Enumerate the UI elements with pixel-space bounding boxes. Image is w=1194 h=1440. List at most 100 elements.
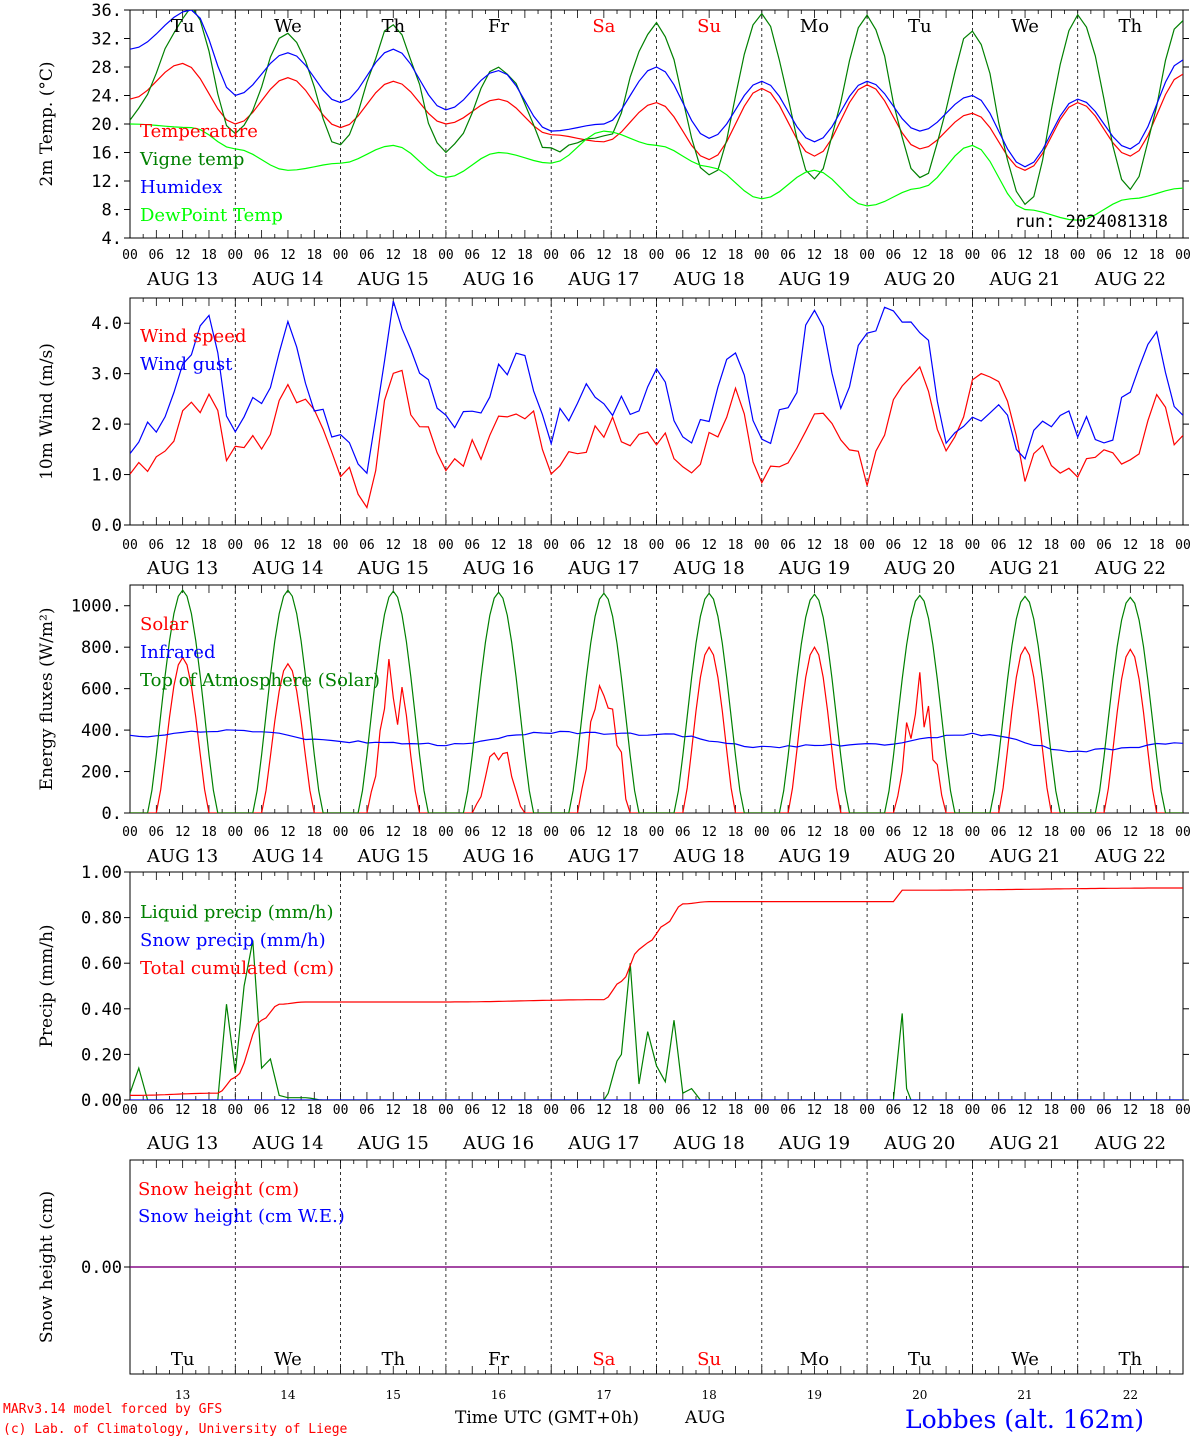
hour-label: 12	[701, 1103, 717, 1118]
hour-label: 12	[491, 1103, 507, 1118]
hour-label: 18	[1149, 1103, 1165, 1118]
energy-panel: 0. 200. 400. 600. 800. 1000. Energy fluxes (W/…	[37, 584, 1191, 867]
weekday-label: We	[1011, 1349, 1039, 1370]
hour-label: 18	[728, 825, 744, 840]
hour-label: 06	[570, 1103, 586, 1118]
hour-label: 18	[306, 248, 322, 263]
hour-label: 06	[464, 538, 480, 553]
hour-label: 18	[306, 1103, 322, 1118]
series-line-infrared	[130, 729, 1183, 753]
legend-entry: Wind gust	[140, 354, 233, 375]
date-label: AUG 18	[673, 558, 745, 579]
weekday-label: Tu	[908, 16, 932, 37]
hour-label: 00	[333, 538, 349, 553]
y-tick-label: 1.00	[81, 863, 122, 883]
hour-label: 06	[464, 248, 480, 263]
y-tick-label: 600.	[81, 680, 122, 700]
weekday-label: Tu	[908, 1349, 932, 1370]
hour-label: 18	[622, 825, 638, 840]
hour-label: 00	[1175, 248, 1191, 263]
weekday-label: We	[274, 1349, 302, 1370]
hour-label: 06	[254, 1103, 270, 1118]
date-label: AUG 21	[988, 1133, 1060, 1154]
series-line-wind-speed	[130, 365, 1183, 509]
wind-panel: 0.0 1.0 2.0 3.0 4.0 10m Wind (m/s) 00 06 12 18 AUG…	[37, 297, 1191, 579]
series-line-total-cumulated-cm-	[130, 887, 1183, 1096]
hour-label: 12	[385, 825, 401, 840]
hour-label: 00	[122, 538, 138, 553]
hour-label: 12	[912, 825, 928, 840]
hour-label: 12	[1123, 538, 1139, 553]
hour-label: 18	[517, 825, 533, 840]
hour-label: 18	[517, 538, 533, 553]
hour-label: 00	[333, 825, 349, 840]
hour-label: 00	[122, 1103, 138, 1118]
hour-label: 18	[938, 538, 954, 553]
hour-label: 00	[333, 1103, 349, 1118]
hour-label: 00	[649, 825, 665, 840]
plot-area	[130, 887, 1183, 1100]
day-number-label: 17	[596, 1388, 611, 1402]
hour-label: 00	[965, 538, 981, 553]
date-label: AUG 22	[1094, 558, 1166, 579]
hour-label: 00	[859, 538, 875, 553]
weekday-label: Th	[1119, 16, 1143, 37]
weekday-label: Th	[381, 1349, 405, 1370]
hour-label: 18	[201, 538, 217, 553]
y-tick-label: 4.0	[91, 314, 122, 334]
hour-label: 12	[385, 538, 401, 553]
date-label: AUG 18	[673, 269, 745, 290]
day-number-label: 14	[280, 1388, 296, 1402]
plot-area	[130, 10, 1183, 221]
hour-label: 06	[886, 825, 902, 840]
day-number-label: 15	[386, 1388, 401, 1402]
date-label: AUG 19	[778, 269, 850, 290]
series-line-wind-gust	[130, 300, 1183, 475]
plot-area	[130, 589, 1183, 813]
hour-label: 12	[1123, 825, 1139, 840]
hour-label: 06	[254, 248, 270, 263]
hour-label: 00	[1070, 825, 1086, 840]
weekday-label: Th	[1119, 1349, 1143, 1370]
date-label: AUG 16	[462, 269, 534, 290]
hour-label: 12	[596, 538, 612, 553]
date-label: AUG 15	[357, 269, 429, 290]
hour-label: 06	[148, 1103, 164, 1118]
series-line-humidex	[130, 10, 1183, 168]
series-line-top-of-atmosphere-solar-	[130, 589, 1183, 813]
y-axis-title: Precip (mm/h)	[37, 924, 57, 1047]
hour-label: 18	[1044, 248, 1060, 263]
meteogram-panels: 4. 8. 12. 16. 20. 24. 28. 32. 36. 2m Temp. (°C) 00…	[37, 1, 1191, 1402]
date-label: AUG 20	[883, 846, 955, 867]
hour-label: 06	[359, 538, 375, 553]
hour-label: 00	[965, 1103, 981, 1118]
y-tick-label: 4.	[102, 229, 122, 249]
hour-label: 12	[807, 825, 823, 840]
hour-label: 00	[227, 1103, 243, 1118]
hour-label: 06	[991, 538, 1007, 553]
hour-label: 12	[1123, 248, 1139, 263]
weekday-label: Su	[697, 16, 721, 37]
date-label: AUG 17	[567, 558, 639, 579]
hour-label: 12	[175, 825, 191, 840]
hour-label: 18	[412, 538, 428, 553]
hour-label: 00	[1175, 538, 1191, 553]
hour-label: 12	[175, 1103, 191, 1118]
weekday-label: Fr	[488, 16, 509, 37]
legend-entry: DewPoint Temp	[140, 205, 283, 226]
y-tick-label: 0.00	[81, 1258, 122, 1278]
day-number-label: 13	[175, 1388, 190, 1402]
time-axis-label: Time UTC (GMT+0h)	[455, 1408, 639, 1428]
hour-label: 18	[728, 538, 744, 553]
hour-label: 18	[1149, 825, 1165, 840]
hour-label: 18	[1044, 825, 1060, 840]
hour-label: 18	[622, 538, 638, 553]
y-tick-label: 800.	[81, 638, 122, 658]
series-line-liquid-precip-mm-h-	[130, 940, 1183, 1100]
y-tick-label: 0.	[102, 804, 122, 824]
y-tick-label: 0.40	[81, 1000, 122, 1020]
hour-label: 00	[754, 248, 770, 263]
series-line-vigne-temp	[130, 10, 1183, 206]
date-label: AUG 20	[883, 269, 955, 290]
